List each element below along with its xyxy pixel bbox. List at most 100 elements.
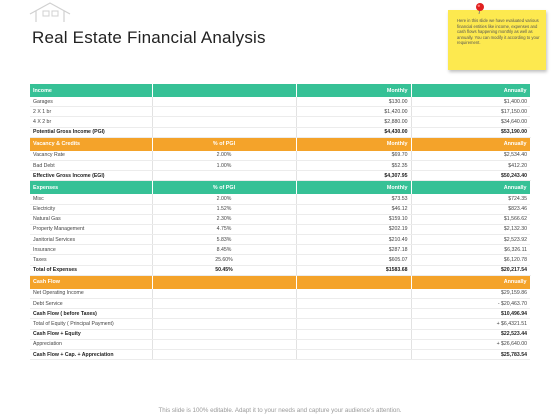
table-row: Bad Debt 1.00% $52.35 $412.20 <box>30 160 530 172</box>
table-row: Misc 2.00% $73.53 $724.35 <box>30 194 530 205</box>
pgi-percent-cell: 1.00% <box>152 160 297 172</box>
monthly-cell <box>296 318 412 330</box>
monthly-cell: $159.10 <box>296 214 412 225</box>
annually-cell: Annually <box>411 84 531 97</box>
label-cell: 2 X 1 br <box>30 106 153 118</box>
monthly-cell <box>296 349 412 361</box>
monthly-cell: $130.00 <box>296 97 412 108</box>
monthly-cell: $202.19 <box>296 224 412 236</box>
house-outline-icon <box>29 2 71 22</box>
pgi-percent-cell <box>152 349 297 361</box>
subtotal-row: Cash Flow ( before Taxes) $10,496.94 <box>30 308 530 320</box>
subtotal-row: Cash Flow + Cap. + Appreciation $25,783.5… <box>30 349 530 361</box>
label-cell: Total of Expenses <box>30 265 153 276</box>
table-row: Janitorial Services 5.83% $210.49 $2,523.92 <box>30 234 530 246</box>
annually-cell: Annually <box>411 137 531 151</box>
table-row: 4 X 2 br $2,880.00 $34,640.00 <box>30 116 530 128</box>
pgi-percent-cell: % of PGI <box>152 137 297 151</box>
section-header-row: Vacancy & Credits% of PGI Monthly Annually <box>30 137 531 151</box>
annually-cell: $724.35 <box>411 194 530 205</box>
label-cell: Net Operating Income <box>30 288 153 299</box>
pgi-percent-cell <box>152 170 297 182</box>
table-row: Appreciation + $26,640.00 <box>30 339 530 350</box>
subtotal-row: Potential Gross Income (PGI) $4,430.00 $53… <box>30 127 530 138</box>
annually-cell: $412.20 <box>411 160 530 172</box>
annually-cell: $29,159.86 <box>411 288 530 299</box>
table-row: Taxes 25.60% $605.07 $6,120.78 <box>30 254 530 266</box>
label-cell: Property Management <box>30 224 153 236</box>
label-cell: Effective Gross Income (EGI) <box>30 170 153 182</box>
monthly-cell: $1,420.00 <box>296 106 412 118</box>
monthly-cell <box>296 308 412 320</box>
annually-cell: $2,132.30 <box>411 224 530 236</box>
pgi-percent-cell: 2.30% <box>152 214 297 225</box>
pgi-percent-cell: 25.60% <box>152 254 297 266</box>
table-row: Vacancy Rate 2.00% $69.70 $2,534.40 <box>30 150 530 161</box>
annually-cell: Annually <box>411 275 531 289</box>
section-header-row: Cash Flow Annually <box>30 275 531 289</box>
annually-cell: - $20,463.70 <box>411 298 530 310</box>
monthly-cell <box>296 298 412 310</box>
monthly-cell: $287.18 <box>296 244 412 256</box>
label-cell: Vacancy & Credits <box>30 137 153 151</box>
annually-cell: Annually <box>411 180 531 195</box>
monthly-cell: Monthly <box>296 84 412 97</box>
table-row: Garages $130.00 $1,400.00 <box>30 97 530 108</box>
pgi-percent-cell: 50.45% <box>152 265 297 276</box>
table-row: Property Management 4.75% $202.19 $2,132.30 <box>30 224 530 236</box>
monthly-cell: $4,430.00 <box>296 127 412 138</box>
monthly-cell: $69.70 <box>296 150 412 161</box>
label-cell: Cash Flow + Equity <box>30 329 153 340</box>
monthly-cell <box>296 288 412 299</box>
pgi-percent-cell <box>152 318 297 330</box>
monthly-cell <box>296 329 412 340</box>
table-row: Net Operating Income $29,159.86 <box>30 288 530 299</box>
annually-cell: + $26,640.00 <box>411 339 530 350</box>
table-row: Electricity 1.52% $46.12 $823.46 <box>30 204 530 215</box>
pgi-percent-cell <box>152 97 297 108</box>
annually-cell: $53,190.00 <box>411 127 530 138</box>
annually-cell: $17,150.00 <box>411 106 530 118</box>
annually-cell: $10,496.94 <box>411 308 530 320</box>
table-row: Total of Equity ( Principal Payment) + $6… <box>30 318 530 330</box>
pgi-percent-cell <box>152 84 297 97</box>
label-cell: Electricity <box>30 204 153 215</box>
pgi-percent-cell <box>152 127 297 138</box>
pgi-percent-cell: 2.00% <box>152 150 297 161</box>
annually-cell: $6,326.11 <box>411 244 530 256</box>
pgi-percent-cell: 8.45% <box>152 244 297 256</box>
pgi-percent-cell <box>152 106 297 118</box>
annually-cell: $823.46 <box>411 204 530 215</box>
pgi-percent-cell: % of PGI <box>152 180 297 195</box>
red-pushpin-icon <box>476 3 484 14</box>
pgi-percent-cell <box>152 308 297 320</box>
subtotal-row: Total of Expenses 50.45% $1583.68 $20,217.5… <box>30 265 530 276</box>
table-row: 2 X 1 br $1,420.00 $17,150.00 <box>30 106 530 118</box>
label-cell: Bad Debt <box>30 160 153 172</box>
pgi-percent-cell <box>152 275 297 289</box>
pgi-percent-cell <box>152 288 297 299</box>
annually-cell: $25,783.54 <box>411 349 530 361</box>
label-cell: Natural Gas <box>30 214 153 225</box>
monthly-cell: $605.07 <box>296 254 412 266</box>
annually-cell: $6,120.78 <box>411 254 530 266</box>
label-cell: Misc <box>30 194 153 205</box>
pgi-percent-cell: 4.75% <box>152 224 297 236</box>
footer-note: This slide is 100% editable. Adapt it to… <box>158 407 402 414</box>
monthly-cell: $1583.68 <box>296 265 412 276</box>
pgi-percent-cell <box>152 329 297 340</box>
annually-cell: $22,523.44 <box>411 329 530 340</box>
annually-cell: $50,243.40 <box>411 170 530 182</box>
subtotal-row: Cash Flow + Equity $22,523.44 <box>30 329 530 340</box>
monthly-cell: Monthly <box>296 137 412 151</box>
label-cell: Expenses <box>30 180 153 195</box>
pgi-percent-cell <box>152 116 297 128</box>
label-cell: Cash Flow <box>30 275 153 289</box>
label-cell: Cash Flow + Cap. + Appreciation <box>30 349 153 361</box>
table-row: Debt Service - $20,463.70 <box>30 298 530 310</box>
annually-cell: + $6,4321.51 <box>411 318 530 330</box>
financial-analysis-table: Income Monthly Annually Garages $130.00 $1,40… <box>30 84 531 361</box>
table-row: Natural Gas 2.30% $159.10 $1,566.62 <box>30 214 530 225</box>
table-row: Insurance 8.45% $287.18 $6,326.11 <box>30 244 530 256</box>
annually-cell: $2,534.40 <box>411 150 530 161</box>
